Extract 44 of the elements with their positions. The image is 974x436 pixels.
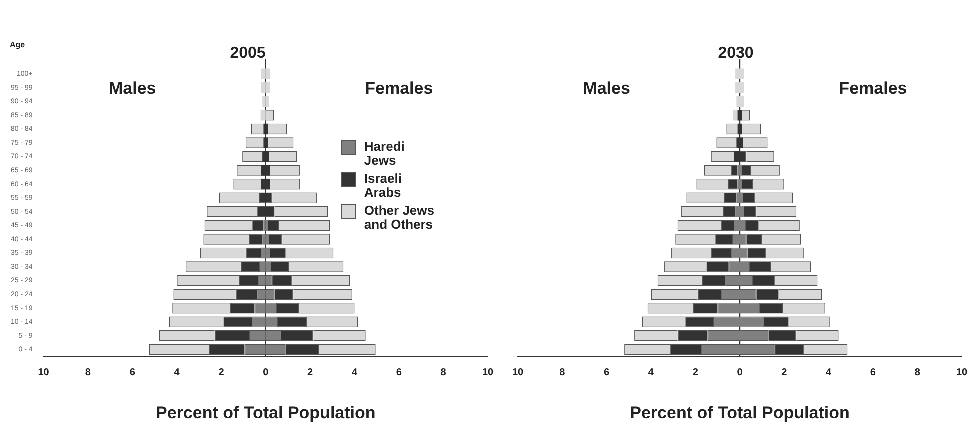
bar (266, 68, 270, 80)
x-tick-label: 10 (512, 367, 524, 378)
x-tick-label: 8 (440, 367, 447, 378)
x-tick-label: 10 (482, 367, 494, 378)
x-tick-label: 6 (130, 367, 136, 378)
annotation: Females (839, 78, 908, 98)
chart-title: 2030 (718, 45, 754, 62)
x-tick-label: 6 (396, 367, 402, 378)
x-tick-label: 10 (956, 367, 968, 378)
legend-label: Other Jews and Others (364, 202, 436, 232)
bar (266, 248, 270, 259)
bar (733, 110, 738, 121)
x-tick-label: 4 (352, 367, 358, 378)
annotation: Females (365, 78, 434, 98)
legend-label: Israeli Arabs (364, 170, 403, 200)
bar (262, 96, 266, 108)
bar (736, 192, 740, 204)
x-tick-label: 8 (914, 367, 921, 378)
annotation: Males (583, 78, 630, 98)
bar (266, 82, 270, 94)
x-tick-label: 6 (870, 367, 876, 378)
annotation: Males (109, 78, 156, 98)
bar (740, 192, 744, 204)
x-tick-label: 0 (737, 367, 744, 378)
x-tick-label: 2 (308, 367, 314, 378)
x-tick-label: 4 (648, 367, 654, 378)
legend-label: Haredi Jews (364, 138, 406, 168)
x-tick-label: 2 (218, 367, 225, 378)
x-tick-label: 0 (263, 367, 270, 378)
x-tick-label: 8 (85, 367, 92, 378)
x-tick-label: 10 (38, 367, 50, 378)
x-axis-title: Percent of Total Population (630, 403, 850, 422)
x-axis-title: Percent of Total Population (156, 403, 376, 422)
x-tick-label: 2 (692, 367, 699, 378)
x-tick-label: 2 (782, 367, 788, 378)
bar (266, 234, 270, 245)
bar (262, 234, 266, 245)
x-tick-label: 4 (174, 367, 180, 378)
bar (740, 96, 744, 108)
x-tick-label: 8 (560, 367, 566, 378)
x-tick-label: 6 (604, 367, 610, 378)
y-axis-title: Age (10, 40, 26, 50)
chart-title: 2005 (230, 45, 266, 62)
x-tick-label: 4 (826, 367, 832, 378)
